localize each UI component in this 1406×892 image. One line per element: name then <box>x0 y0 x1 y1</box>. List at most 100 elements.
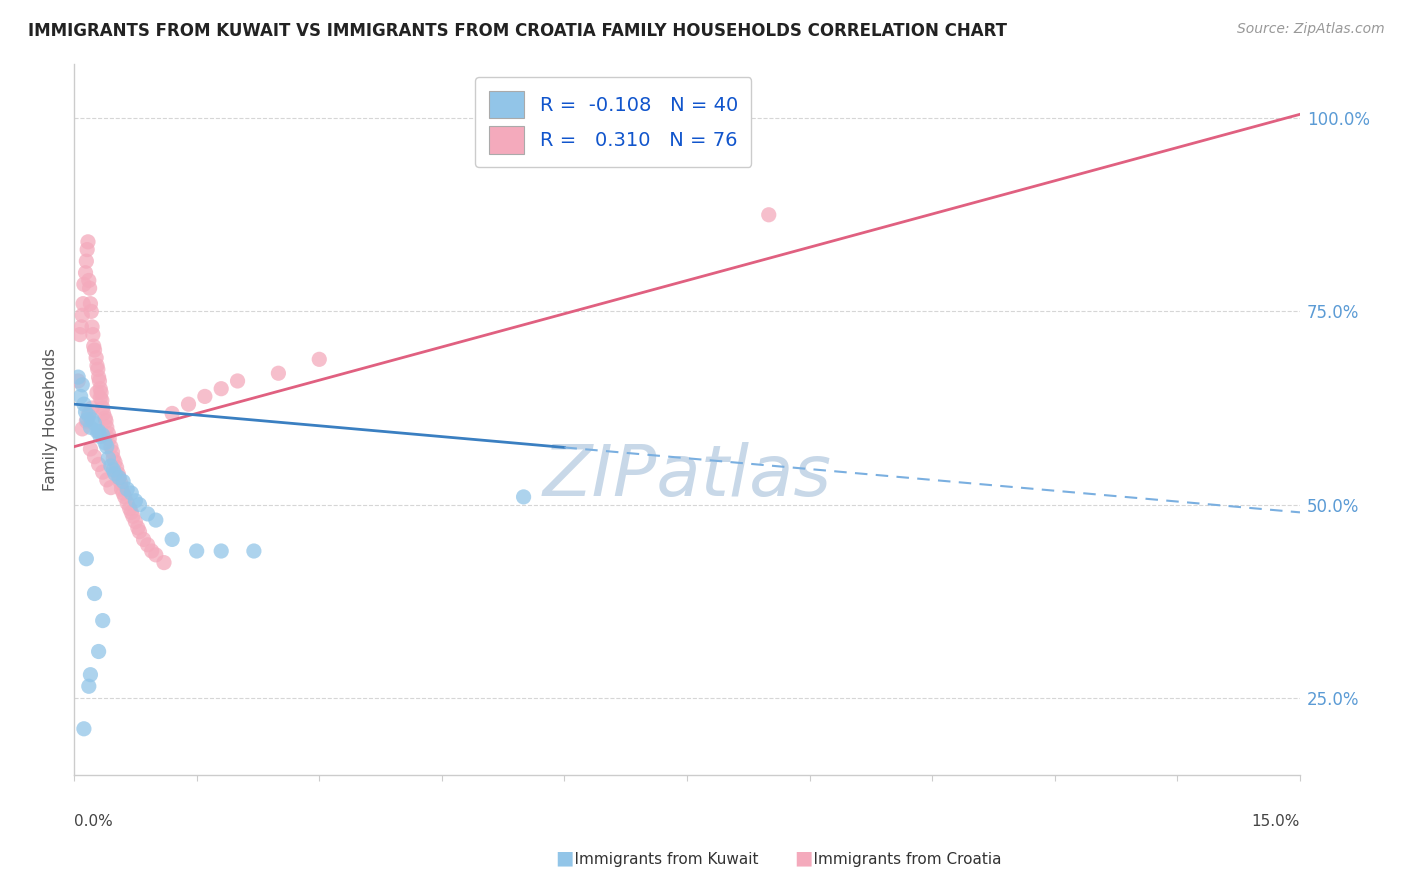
Point <box>75 254 97 268</box>
Point <box>86 424 108 438</box>
Point <box>83 586 105 600</box>
Text: 15.0%: 15.0% <box>1251 814 1301 830</box>
Point <box>76 243 98 257</box>
Point <box>86 359 108 373</box>
Point <box>75 551 97 566</box>
Point <box>72 422 94 436</box>
Point <box>91 465 114 479</box>
Point <box>194 389 217 403</box>
Point <box>80 412 103 426</box>
Point <box>128 524 150 539</box>
Point <box>105 460 128 475</box>
Point <box>115 496 138 510</box>
Point <box>100 458 122 473</box>
Point <box>91 614 114 628</box>
Point <box>75 266 97 280</box>
Point <box>83 417 105 431</box>
Point <box>79 442 101 456</box>
Point <box>91 428 114 442</box>
Y-axis label: Family Households: Family Households <box>44 348 58 491</box>
Point <box>77 235 100 249</box>
Point <box>82 327 104 342</box>
Point <box>70 319 93 334</box>
Point <box>72 296 94 310</box>
Point <box>160 533 183 547</box>
Point <box>84 351 107 365</box>
Point <box>91 401 114 415</box>
Point <box>160 406 183 420</box>
Point <box>96 440 118 454</box>
Point <box>107 467 129 481</box>
Text: 0.0%: 0.0% <box>75 814 112 830</box>
Point <box>75 405 97 419</box>
Point <box>77 273 100 287</box>
Point <box>153 556 176 570</box>
Point <box>72 308 94 322</box>
Point <box>86 385 108 400</box>
Point <box>87 370 110 384</box>
Point <box>512 490 534 504</box>
Point <box>67 370 90 384</box>
Point <box>79 281 101 295</box>
Point <box>67 374 90 388</box>
Text: IMMIGRANTS FROM KUWAIT VS IMMIGRANTS FROM CROATIA FAMILY HOUSEHOLDS CORRELATION : IMMIGRANTS FROM KUWAIT VS IMMIGRANTS FRO… <box>28 22 1007 40</box>
Point <box>80 304 103 318</box>
Point <box>110 475 132 490</box>
Point <box>94 414 117 428</box>
Point <box>108 470 131 484</box>
Legend: R =  -0.108   N = 40, R =   0.310   N = 76: R = -0.108 N = 40, R = 0.310 N = 76 <box>475 78 751 168</box>
Point <box>141 544 163 558</box>
Point <box>108 470 131 484</box>
Text: ■: ■ <box>555 848 574 867</box>
Point <box>136 538 159 552</box>
Point <box>177 397 200 411</box>
Point <box>87 362 110 376</box>
Point <box>104 467 127 481</box>
Point <box>87 458 110 472</box>
Point <box>89 429 111 443</box>
Point <box>100 481 122 495</box>
Point <box>80 401 103 415</box>
Point <box>83 450 105 464</box>
Point <box>69 327 91 342</box>
Point <box>80 319 103 334</box>
Point <box>93 406 115 420</box>
Point <box>89 391 111 405</box>
Point <box>145 513 167 527</box>
Point <box>72 377 94 392</box>
Point <box>124 493 146 508</box>
Point <box>114 490 136 504</box>
Point <box>77 679 100 693</box>
Text: Immigrants from Kuwait: Immigrants from Kuwait <box>555 852 759 867</box>
Point <box>89 374 111 388</box>
Point <box>90 393 112 408</box>
Point <box>94 411 117 425</box>
Point <box>267 366 290 380</box>
Point <box>103 463 125 477</box>
Point <box>209 544 232 558</box>
Point <box>77 406 100 420</box>
Point <box>73 722 96 736</box>
Point <box>115 482 138 496</box>
Point <box>124 515 146 529</box>
Point <box>122 509 145 524</box>
Point <box>120 505 142 519</box>
Point <box>98 432 121 446</box>
Point <box>104 455 127 469</box>
Point <box>97 426 120 441</box>
Point <box>243 544 266 558</box>
Point <box>87 644 110 658</box>
Point <box>73 397 96 411</box>
Point <box>89 382 111 396</box>
Point <box>79 420 101 434</box>
Point <box>73 277 96 292</box>
Point <box>77 409 100 423</box>
Point <box>103 451 125 466</box>
Point <box>83 343 105 357</box>
Point <box>90 385 112 400</box>
Point <box>128 498 150 512</box>
Point <box>100 440 122 454</box>
Point <box>94 435 117 450</box>
Point <box>118 501 141 516</box>
Point <box>112 486 135 500</box>
